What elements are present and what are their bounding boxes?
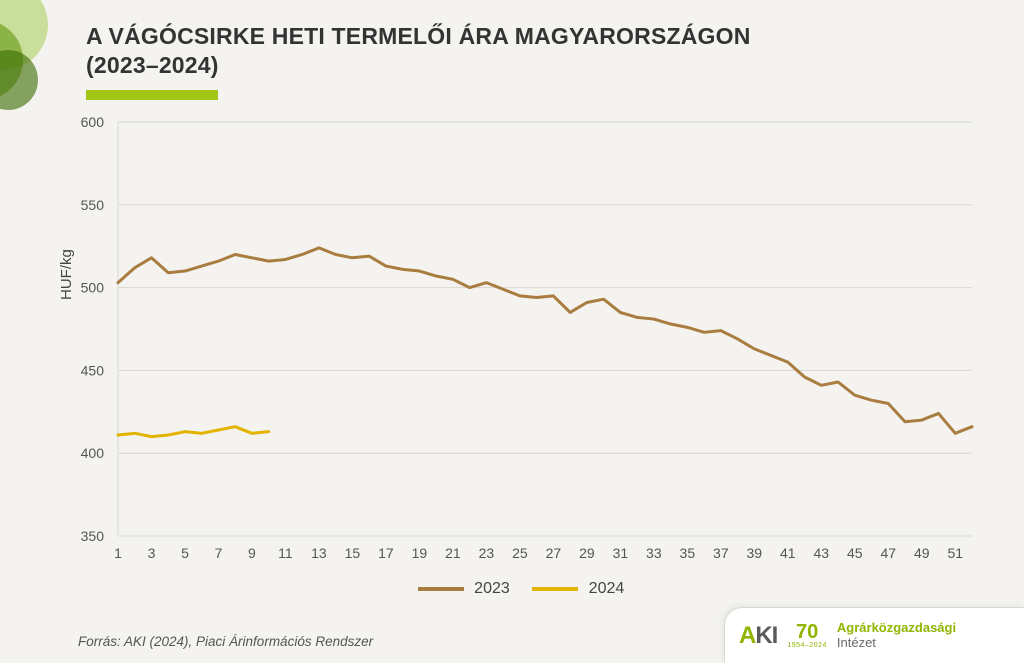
svg-text:45: 45 [847,545,863,561]
chart-legend: 2023 2024 [0,580,1024,598]
svg-text:1: 1 [114,545,122,561]
logo-footer: AKI 70 1954–2024 Agrárközgazdasági Intéz… [724,607,1024,663]
svg-text:51: 51 [947,545,963,561]
svg-text:5: 5 [181,545,189,561]
svg-text:7: 7 [215,545,223,561]
title-underline [86,90,218,100]
svg-text:33: 33 [646,545,662,561]
svg-text:550: 550 [81,197,105,213]
title-line-2: (2023–2024) [86,52,219,78]
svg-text:31: 31 [613,545,629,561]
title-line-1: A VÁGÓCSIRKE HETI TERMELŐI ÁRA MAGYARORS… [86,23,751,49]
svg-text:41: 41 [780,545,796,561]
svg-text:49: 49 [914,545,930,561]
chart-title-block: A VÁGÓCSIRKE HETI TERMELŐI ÁRA MAGYARORS… [86,22,751,100]
svg-text:21: 21 [445,545,461,561]
svg-text:25: 25 [512,545,528,561]
institute-name: Agrárközgazdasági Intézet [837,621,956,650]
chart-svg: 3504004505005506001357911131517192123252… [118,118,978,578]
svg-text:15: 15 [345,545,361,561]
y-axis-label: HUF/kg [58,249,75,300]
svg-text:23: 23 [479,545,495,561]
svg-text:47: 47 [880,545,896,561]
svg-text:350: 350 [81,528,105,544]
source-text: Forrás: AKI (2024), Piaci Árinformációs … [78,634,373,649]
header-decoration [0,0,68,120]
svg-text:600: 600 [81,114,105,130]
anniversary-icon: 70 1954–2024 [787,622,827,649]
svg-text:13: 13 [311,545,327,561]
svg-text:27: 27 [546,545,562,561]
svg-text:39: 39 [747,545,763,561]
svg-text:11: 11 [278,545,293,561]
svg-text:43: 43 [814,545,830,561]
svg-text:400: 400 [81,445,105,461]
svg-text:9: 9 [248,545,256,561]
svg-text:29: 29 [579,545,595,561]
svg-text:37: 37 [713,545,729,561]
legend-label-2024: 2024 [589,580,625,597]
legend-label-2023: 2023 [474,580,510,597]
svg-text:35: 35 [680,545,696,561]
svg-text:17: 17 [378,545,394,561]
svg-text:19: 19 [412,545,428,561]
svg-text:500: 500 [81,280,105,296]
chart-plot-area: 3504004505005506001357911131517192123252… [118,118,978,536]
svg-text:450: 450 [81,362,105,378]
legend-swatch-2023 [418,587,464,591]
svg-text:3: 3 [148,545,156,561]
aki-logo: AKI [739,622,777,650]
legend-swatch-2024 [532,587,578,591]
